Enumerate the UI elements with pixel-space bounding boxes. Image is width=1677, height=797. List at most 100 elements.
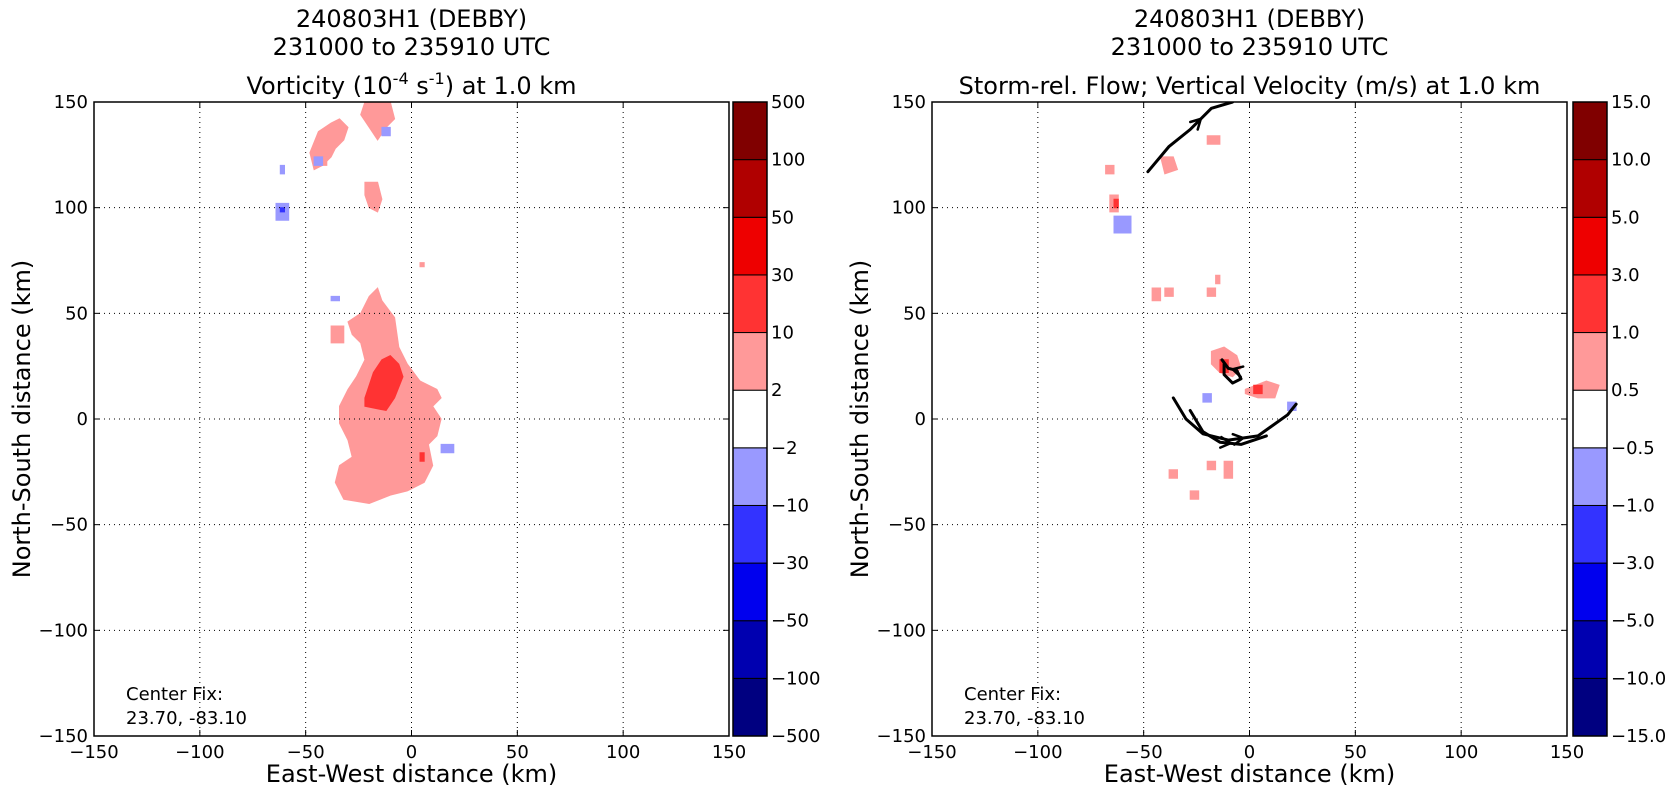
colorbar-segment (732, 274, 768, 334)
y-tick-label: −50 (50, 515, 88, 536)
y-tick-label: 0 (915, 409, 926, 430)
x-axis-label: East-West distance (km) (1104, 760, 1395, 788)
chart-title-line: Storm-rel. Flow; Vertical Velocity (m/s)… (959, 72, 1541, 100)
data-layer (275, 102, 455, 505)
colorbar-segment (1572, 620, 1608, 679)
colorbar-segment (732, 101, 768, 161)
contour-region (1113, 198, 1119, 209)
contour-region (330, 295, 340, 302)
contour-region (381, 126, 391, 137)
colorbar-tick-label: −15.0 (1611, 726, 1666, 747)
x-axis-label: East-West distance (km) (266, 760, 557, 788)
x-tick-label: −100 (1013, 742, 1062, 763)
contour-region (1206, 460, 1217, 471)
data-layer (1105, 102, 1298, 500)
y-tick-label: −100 (39, 620, 88, 641)
colorbar-tick-label: 50 (771, 207, 794, 228)
contour-region (313, 156, 324, 166)
contour-region (1105, 164, 1115, 175)
title-text: Vorticity (10 (246, 72, 392, 100)
center-fix-annotation: Center Fix: (126, 684, 223, 705)
colorbar-segment (1572, 562, 1608, 622)
x-tick-label: 0 (1244, 742, 1255, 763)
x-tick-label: 100 (1444, 742, 1478, 763)
title-superscript: -4 (393, 69, 409, 88)
colorbar-segment (1572, 159, 1608, 218)
streamline-arrow (1231, 432, 1246, 446)
x-tick-label: 150 (1550, 742, 1584, 763)
colorbar-tick-label: 500 (771, 92, 805, 113)
colorbar-segment (1572, 274, 1608, 334)
colorbar-segment (1572, 332, 1608, 391)
x-tick-label: 50 (506, 742, 529, 763)
contour-region (419, 262, 425, 268)
colorbar-tick-label: −2 (771, 438, 798, 459)
streamline (1188, 409, 1268, 446)
x-tick-label: −100 (175, 742, 224, 763)
y-axis-label: North-South distance (km) (8, 260, 36, 579)
contour-region (364, 181, 383, 213)
colorbar-tick-label: 1.0 (1611, 323, 1640, 344)
y-tick-label: 100 (54, 198, 88, 219)
x-tick-label: 0 (406, 742, 417, 763)
contour-region (419, 452, 425, 462)
contour-region (1113, 215, 1132, 234)
colorbar-tick-label: 0.5 (1611, 380, 1640, 401)
chart-title-line: 231000 to 235910 UTC (273, 33, 551, 61)
colorbar-tick-label: 2 (771, 380, 782, 401)
colorbar-segment (732, 159, 768, 218)
colorbar-segment (1572, 101, 1608, 161)
colorbar-tick-label: −100 (771, 668, 820, 689)
title-superscript: -1 (429, 69, 445, 88)
center-fix-annotation: 23.70, -83.10 (126, 708, 247, 729)
colorbar-segment (1572, 389, 1608, 449)
y-tick-label: 150 (54, 92, 88, 113)
contour-region (279, 207, 285, 213)
streamline-arrow (1230, 365, 1245, 379)
colorbar-tick-label: −10.0 (1611, 668, 1666, 689)
title-text: s (409, 72, 429, 100)
colorbar-tick-label: 100 (771, 150, 805, 171)
colorbar: −15.0 −10.0 −5.0 −3.0 −1.0 −0.5 0.5 1.0 3.0 5.0 10… (1572, 92, 1666, 747)
chart-title-line: 240803H1 (DEBBY) (1134, 5, 1365, 33)
contour-region (1202, 393, 1212, 403)
colorbar-segment (732, 216, 768, 276)
colorbar-tick-label: −3.0 (1611, 553, 1655, 574)
panel-left: −150 −100 −50 0 50 100 150−150−100−50050100150… (8, 5, 820, 788)
y-tick-label: 0 (77, 409, 88, 430)
colorbar-segment (732, 677, 768, 737)
colorbar-segment (1572, 677, 1608, 737)
contour-region (440, 443, 455, 454)
colorbar-segment (1572, 504, 1608, 564)
streamline-arrow (1219, 435, 1234, 449)
colorbar-segment (1572, 216, 1608, 276)
colorbar-tick-label: −10 (771, 495, 809, 516)
colorbar-tick-label: −1.0 (1611, 495, 1655, 516)
colorbar-tick-label: −30 (771, 553, 809, 574)
colorbar: −500 −100 −50 −30 −10 −2 2 10 30 50 100 500 (732, 92, 820, 747)
x-tick-label: −150 (907, 742, 956, 763)
colorbar-tick-label: −0.5 (1611, 438, 1655, 459)
title-text: ) at 1.0 km (445, 72, 577, 100)
colorbar-tick-label: 10.0 (1611, 150, 1651, 171)
colorbar-segment (732, 504, 768, 564)
colorbar-segment (1572, 447, 1608, 506)
y-tick-label: 150 (892, 92, 926, 113)
colorbar-segment (732, 562, 768, 622)
x-tick-label: 50 (1344, 742, 1367, 763)
colorbar-frame (1572, 101, 1608, 737)
contour-region (1168, 469, 1178, 479)
contour-region (1206, 287, 1217, 297)
streamline-arrow (1189, 117, 1203, 131)
y-tick-label: −150 (877, 726, 926, 747)
colorbar-segment (732, 447, 768, 506)
panel-right: −150 −100 −50 0 50 100 150 −150 −100 −50 0 50 100 150… (846, 5, 1666, 788)
x-tick-label: −50 (287, 742, 325, 763)
colorbar-tick-label: 10 (771, 323, 794, 344)
colorbar-tick-label: 30 (771, 265, 794, 286)
colorbar-tick-label: 5.0 (1611, 207, 1640, 228)
contour-region (1206, 135, 1221, 145)
center-fix-annotation: Center Fix: (964, 684, 1061, 705)
center-fix-annotation: 23.70, -83.10 (964, 708, 1085, 729)
chart-title-variable: Vorticity (10-4 s-1) at 1.0 km (246, 69, 576, 100)
